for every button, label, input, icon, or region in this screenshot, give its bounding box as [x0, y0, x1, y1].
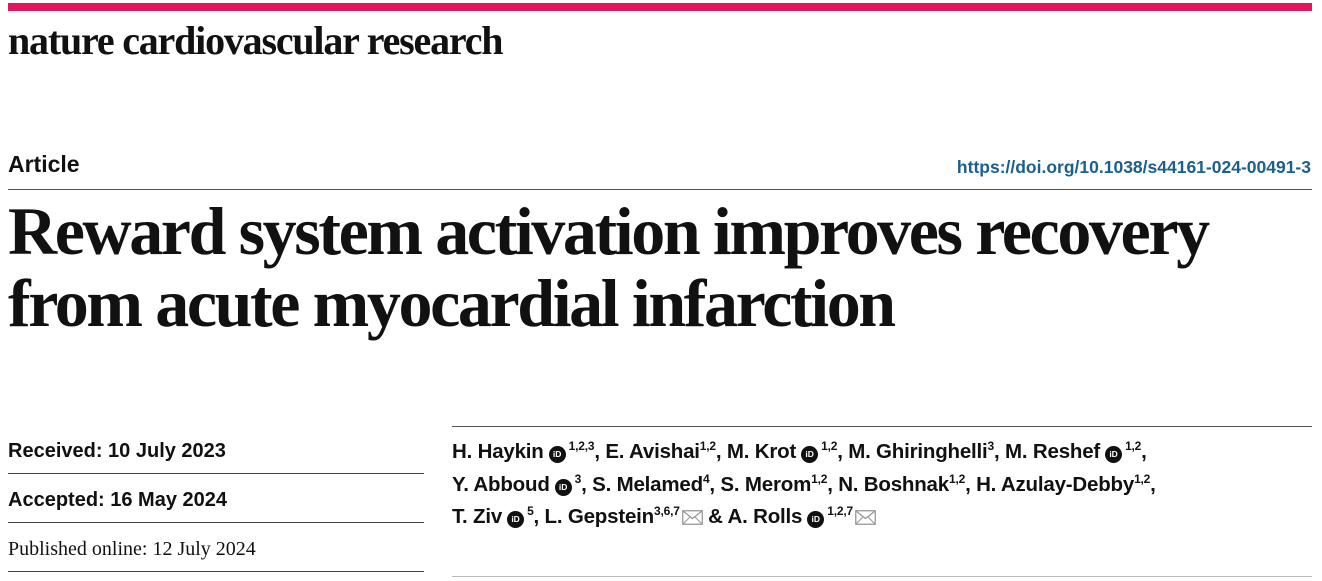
author-affiliation: 1,2 — [948, 471, 966, 486]
orcid-icon[interactable]: iD — [1105, 446, 1123, 463]
author-separator: , — [837, 440, 849, 463]
author-12[interactable]: L. Gepstein3,6,7 & — [545, 505, 728, 528]
author-9[interactable]: N. Boshnak1,2, — [838, 473, 976, 496]
author-name[interactable]: M. Ghiringhelli — [848, 440, 988, 463]
author-affiliation: 4 — [702, 471, 710, 486]
author-6[interactable]: Y. Abboud iD3, — [452, 473, 592, 496]
author-10[interactable]: H. Azulay-Debby1,2, — [976, 473, 1156, 496]
orcid-icon[interactable]: iD — [548, 446, 566, 463]
author-affiliation: 1,2 — [821, 439, 838, 453]
author-affiliation: 1,2 — [811, 471, 828, 486]
author-affiliation: 1,2 — [1134, 471, 1151, 486]
orcid-icon[interactable]: iD — [801, 446, 819, 463]
author-separator: , — [965, 472, 977, 496]
author-4[interactable]: M. Ghiringhelli3, — [848, 440, 1005, 463]
header-divider — [8, 189, 1312, 190]
author-name[interactable]: M. Krot — [726, 440, 797, 463]
author-affiliation: 3 — [574, 471, 582, 486]
author-name[interactable]: M. Reshef — [1005, 440, 1101, 463]
author-separator: , — [827, 472, 839, 496]
author-affiliation: 1,2,3 — [568, 439, 595, 453]
author-name[interactable]: T. Ziv — [452, 505, 503, 528]
author-affiliation: 3,6,7 — [653, 504, 680, 518]
author-name[interactable]: S. Merom — [720, 472, 812, 496]
author-separator: , — [715, 440, 727, 463]
author-8[interactable]: S. Merom1,2, — [720, 473, 838, 496]
author-separator: , — [581, 472, 593, 496]
journal-accent-bar — [8, 3, 1312, 11]
author-1[interactable]: H. Haykin iD1,2,3, — [452, 440, 605, 463]
authors-bottom-divider — [452, 576, 1312, 577]
orcid-icon[interactable]: iD — [554, 478, 572, 496]
author-name[interactable]: H. Haykin — [452, 440, 544, 463]
author-affiliation: 5 — [527, 504, 534, 518]
article-type: Article — [8, 151, 80, 177]
title-line-1: Reward system activation improves recove… — [8, 193, 1210, 269]
author-13[interactable]: A. Rolls iD1,2,7 — [728, 505, 876, 528]
authors-top-divider — [452, 426, 1312, 427]
article-title: Reward system activation improves recove… — [8, 195, 1318, 339]
mail-icon[interactable] — [855, 503, 876, 536]
author-list: H. Haykin iD1,2,3, E. Avishai1,2, M. Krot… — [452, 436, 1312, 536]
mail-icon[interactable] — [681, 503, 703, 536]
author-separator: , — [1141, 440, 1147, 463]
author-name[interactable]: E. Avishai — [605, 440, 700, 463]
author-separator: , — [709, 472, 721, 496]
accepted-date: Accepted: 16 May 2024 — [8, 475, 424, 523]
author-3[interactable]: M. Krot iD1,2, — [727, 440, 848, 463]
author-affiliation: 1,2 — [699, 439, 716, 453]
author-separator: , — [1150, 472, 1156, 496]
title-line-2: from acute myocardial infarction — [8, 265, 896, 341]
author-5[interactable]: M. Reshef iD1,2, — [1005, 440, 1147, 463]
doi-link[interactable]: https://doi.org/10.1038/s44161-024-00491… — [956, 157, 1311, 177]
author-2[interactable]: E. Avishai1,2, — [605, 440, 727, 463]
published-date: Published online: 12 July 2024 — [8, 524, 424, 572]
author-name[interactable]: A. Rolls — [727, 505, 803, 528]
author-name[interactable]: Y. Abboud — [452, 472, 550, 496]
orcid-icon[interactable]: iD — [507, 511, 525, 528]
author-separator: & — [702, 505, 728, 528]
author-name[interactable]: S. Melamed — [592, 472, 703, 496]
author-11[interactable]: T. Ziv iD5, — [452, 505, 545, 528]
journal-name[interactable]: nature cardiovascular research — [8, 18, 504, 63]
article-dates: Received: 10 July 2023 Accepted: 16 May … — [8, 426, 424, 572]
orcid-icon[interactable]: iD — [807, 511, 825, 528]
author-name[interactable]: H. Azulay-Debby — [976, 472, 1135, 496]
author-name[interactable]: L. Gepstein — [544, 505, 655, 528]
author-separator: , — [994, 440, 1006, 463]
author-affiliation: 3 — [987, 439, 995, 453]
author-separator: , — [533, 505, 545, 528]
author-name[interactable]: N. Boshnak — [838, 472, 949, 496]
received-date: Received: 10 July 2023 — [8, 426, 424, 474]
author-affiliation: 1,2 — [1125, 439, 1142, 453]
author-affiliation: 1,2,7 — [827, 504, 853, 518]
author-7[interactable]: S. Melamed4, — [592, 473, 720, 496]
author-separator: , — [594, 440, 606, 463]
